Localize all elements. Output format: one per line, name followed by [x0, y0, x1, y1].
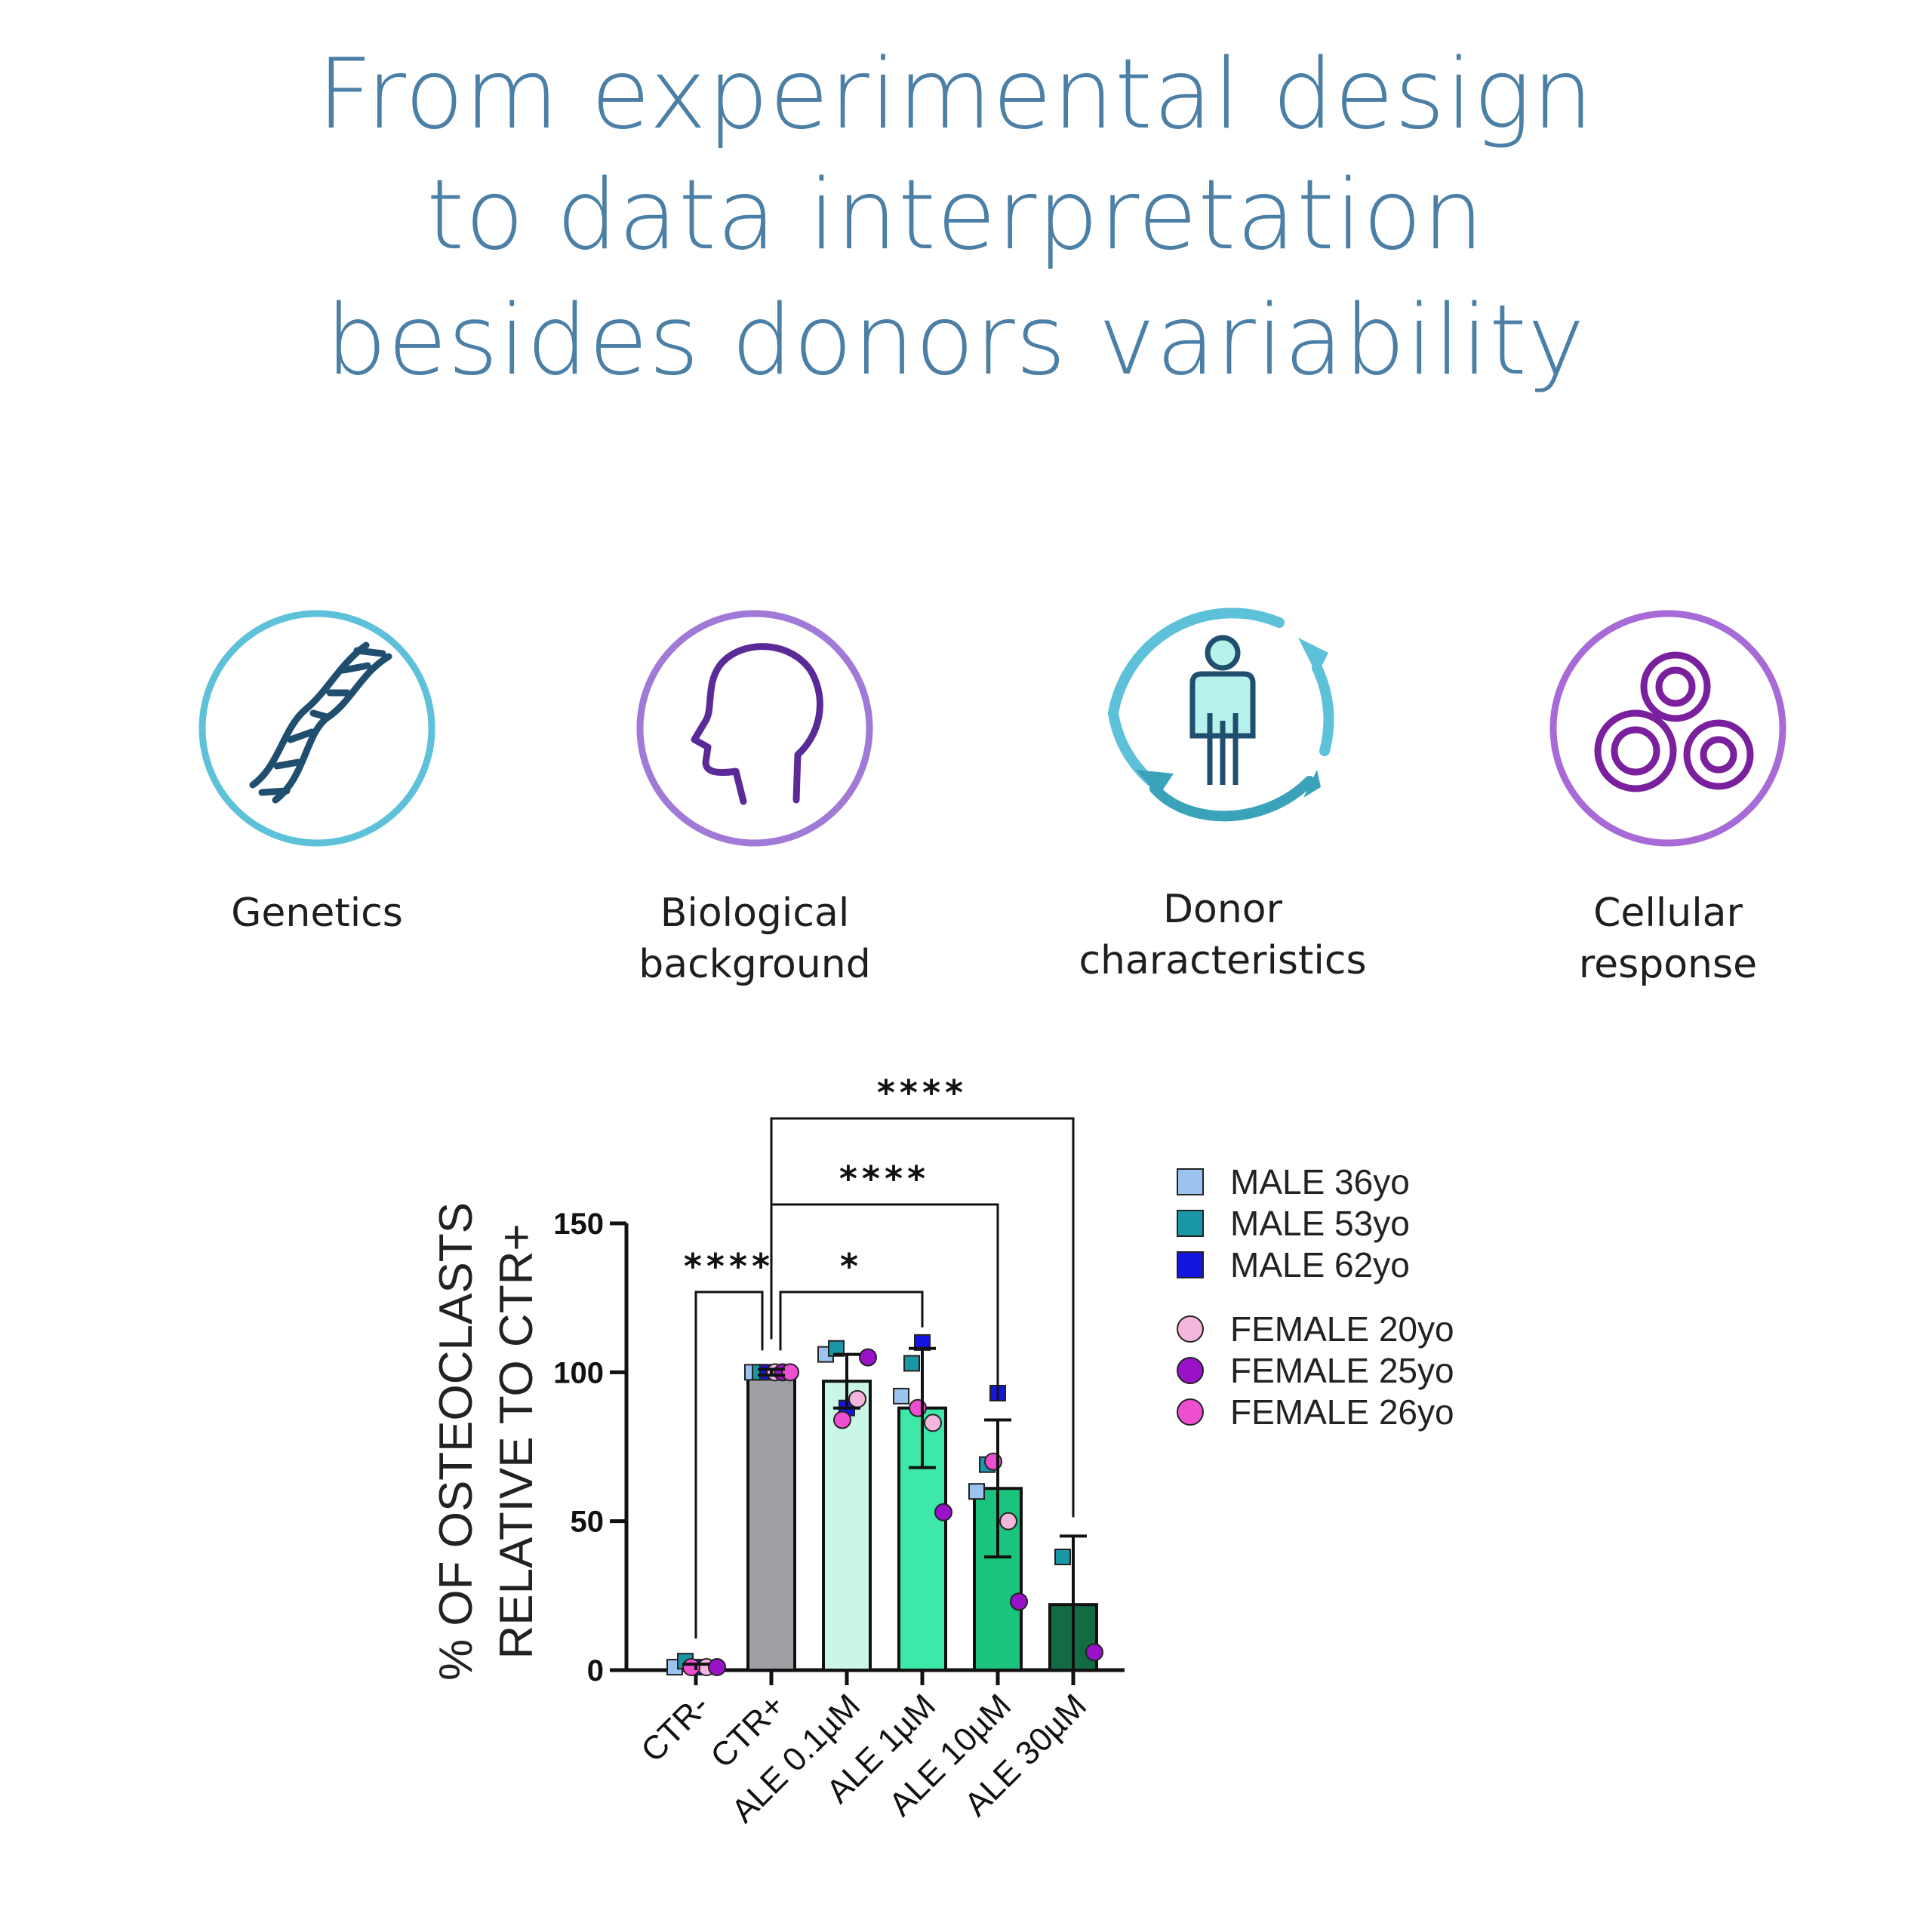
- y-tick-label: 50: [571, 1506, 605, 1539]
- y-axis-label: % OF OSTEOCLASTS RELATIVE TO CTR+: [430, 1202, 543, 1681]
- person-cycle-icon: [1107, 608, 1334, 822]
- headline-line-2: to data interpretation: [426, 159, 1485, 272]
- legend-label: MALE 62yo: [1230, 1245, 1410, 1284]
- legend-marker-circle: [1177, 1357, 1204, 1384]
- legend-marker-square: [1177, 1168, 1204, 1195]
- factor-genetics: Genetics: [136, 604, 498, 939]
- significance-label: *: [840, 1246, 863, 1287]
- legend-label: FEMALE 20yo: [1230, 1309, 1454, 1349]
- factor-label-line-1: Biological: [660, 891, 850, 936]
- headline-line-3: besides donors variability: [325, 285, 1586, 397]
- y-tick-label: 150: [553, 1208, 604, 1241]
- data-point: [848, 1389, 866, 1408]
- significance-bracket: [779, 1291, 924, 1351]
- data-point: [999, 1512, 1017, 1531]
- legend-label: FEMALE 25yo: [1230, 1351, 1454, 1390]
- data-point: [859, 1348, 877, 1367]
- legend-label: MALE 53yo: [1230, 1204, 1410, 1243]
- headline-line-1: From experimental design: [317, 38, 1594, 151]
- significance-bracket: [770, 1203, 999, 1401]
- head-profile-icon: [636, 610, 873, 847]
- legend-marker-square: [1177, 1210, 1204, 1237]
- dna-icon: [198, 610, 435, 847]
- factor-donor-characteristics: Donor characteristics: [1042, 600, 1404, 986]
- significance-label: ****: [877, 1072, 968, 1113]
- bar: [746, 1371, 796, 1672]
- factor-genetics-label: Genetics: [231, 891, 403, 936]
- y-tick-label: 0: [587, 1654, 604, 1687]
- factor-cellular-response-label: Cellular response: [1487, 888, 1849, 990]
- data-point: [934, 1503, 952, 1521]
- significance-bracket: [694, 1291, 764, 1639]
- data-point: [1054, 1549, 1071, 1566]
- y-tick-label: 100: [553, 1356, 604, 1389]
- factor-biological-background: Biological background: [574, 604, 936, 990]
- factor-cellular-response: Cellular response: [1487, 604, 1849, 990]
- error-bars: [682, 1346, 1087, 1670]
- factor-label-line-2: response: [1578, 942, 1758, 987]
- significance-label: ****: [839, 1158, 930, 1199]
- data-point: [924, 1414, 942, 1432]
- factor-biological-background-label: Biological background: [574, 888, 936, 990]
- cells-icon: [1549, 610, 1786, 847]
- legend-marker-circle: [1177, 1315, 1204, 1343]
- significance-bracket: [770, 1117, 1075, 1518]
- legend-label: MALE 36yo: [1230, 1162, 1410, 1201]
- data-point: [968, 1483, 985, 1500]
- factor-donor-characteristics-label: Donor characteristics: [1042, 884, 1404, 986]
- legend-marker-square: [1177, 1251, 1204, 1278]
- factor-label-line-2: background: [639, 942, 871, 987]
- x-category-label: CTR-: [634, 1687, 716, 1769]
- data-point: [833, 1411, 851, 1429]
- data-point: [903, 1355, 920, 1372]
- legend-marker-circle: [1177, 1398, 1204, 1426]
- factor-label-line-1: Cellular: [1593, 891, 1743, 936]
- significance-label: ****: [684, 1246, 774, 1287]
- data-point: [708, 1658, 726, 1677]
- y-axis-label-line-2: RELATIVE TO CTR+: [491, 1223, 543, 1659]
- data-point: [893, 1387, 909, 1404]
- factor-label-line-1: Donor: [1162, 887, 1282, 932]
- data-point: [781, 1363, 799, 1382]
- data-point: [1085, 1643, 1103, 1662]
- data-point: [828, 1340, 845, 1357]
- legend-label: FEMALE 26yo: [1230, 1392, 1454, 1432]
- y-axis-label-line-1: % OF OSTEOCLASTS: [430, 1202, 482, 1681]
- data-point: [1010, 1592, 1028, 1611]
- factor-label-line-2: characteristics: [1079, 938, 1367, 983]
